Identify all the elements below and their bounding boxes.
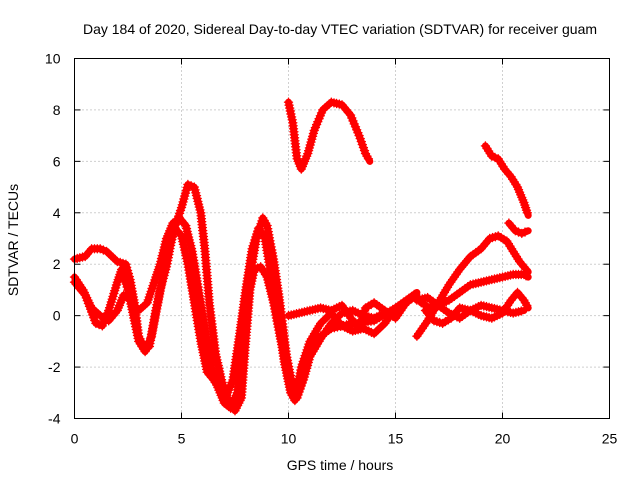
series-track-10 xyxy=(480,141,532,219)
series-track-5 xyxy=(283,291,421,334)
x-tick-label: 5 xyxy=(178,431,186,447)
series-track-9 xyxy=(412,292,528,323)
x-tick-label: 10 xyxy=(281,431,297,447)
chart-title: Day 184 of 2020, Sidereal Day-to-day VTE… xyxy=(83,21,597,37)
x-axis-label: GPS time / hours xyxy=(287,457,394,473)
axis-ticks: 0 5 10 15 20 25 -4 -2 0 2 4 6 8 10 xyxy=(45,51,618,447)
y-tick-label: 10 xyxy=(45,51,61,67)
series-track-4 xyxy=(283,97,374,174)
x-tick-label: 15 xyxy=(388,431,404,447)
y-tick-label: 2 xyxy=(53,256,61,272)
data-point xyxy=(363,154,374,164)
x-tick-label: 20 xyxy=(495,431,511,447)
data-point xyxy=(522,208,532,218)
data-point xyxy=(521,271,531,281)
data-point xyxy=(516,306,526,316)
series-track-8 xyxy=(420,287,532,329)
plot-frame xyxy=(74,58,610,419)
y-tick-label: 0 xyxy=(53,308,61,324)
y-axis-label: SDTVAR / TECUs xyxy=(5,184,21,296)
y-tick-label: 8 xyxy=(53,102,61,118)
x-tick-label: 25 xyxy=(602,431,618,447)
data-point xyxy=(522,300,532,311)
y-tick-label: 4 xyxy=(53,205,61,221)
data-point xyxy=(520,227,530,237)
series-track-3 xyxy=(69,223,399,406)
grid-lines xyxy=(74,58,610,419)
y-tick-label: 6 xyxy=(53,153,61,169)
y-tick-label: -2 xyxy=(48,359,61,375)
series-track-11 xyxy=(504,218,532,239)
x-tick-label: 0 xyxy=(71,431,79,447)
data-series xyxy=(69,97,532,416)
y-tick-label: -4 xyxy=(48,411,61,427)
